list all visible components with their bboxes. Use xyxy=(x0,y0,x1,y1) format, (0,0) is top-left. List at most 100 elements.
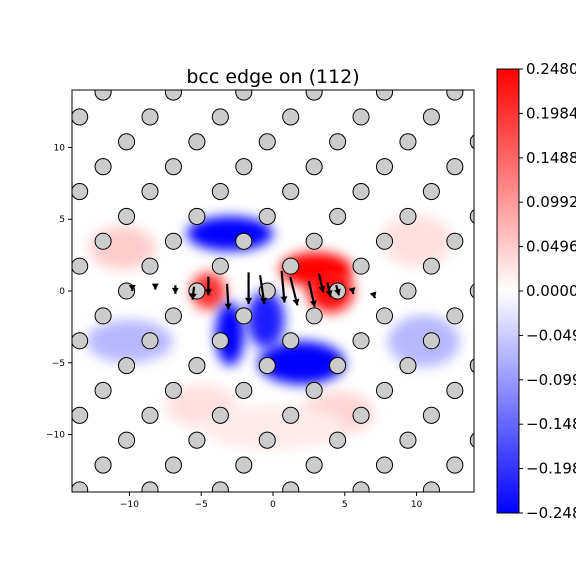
atom xyxy=(400,59,416,75)
atom xyxy=(399,357,417,375)
atom xyxy=(72,257,89,275)
atom xyxy=(469,358,474,373)
atom xyxy=(305,90,323,101)
displacement-arrow xyxy=(369,291,377,299)
displacement-arrow xyxy=(258,275,267,305)
atom xyxy=(282,332,300,350)
atom xyxy=(235,232,253,250)
y-tick-label: 5 xyxy=(59,215,65,225)
atom xyxy=(329,357,347,375)
displacement-arrow xyxy=(204,276,212,296)
atom xyxy=(446,90,464,101)
atom xyxy=(258,357,276,375)
atom xyxy=(164,307,182,325)
colorbar-tick-label: −0.248 xyxy=(526,504,576,522)
colorbar-tick-label: −0.148 xyxy=(526,415,576,433)
atom xyxy=(94,90,112,101)
atom xyxy=(352,481,370,492)
atom xyxy=(446,307,464,325)
atom xyxy=(211,406,229,424)
atom xyxy=(352,108,370,126)
displacement-arrow xyxy=(128,285,136,291)
atom xyxy=(422,257,440,275)
atom xyxy=(422,481,440,492)
atom xyxy=(352,182,370,201)
atom xyxy=(446,381,464,400)
atom xyxy=(422,182,440,201)
atom xyxy=(282,406,300,424)
atom xyxy=(94,232,112,250)
atom xyxy=(118,357,136,375)
displacement-arrow xyxy=(280,270,288,303)
atom xyxy=(141,481,159,492)
atom xyxy=(118,133,136,151)
atom xyxy=(141,406,159,424)
atom xyxy=(141,257,159,275)
atom xyxy=(375,158,394,176)
colorbar-gradient xyxy=(496,68,520,514)
atom xyxy=(211,481,229,492)
colorbar-tick-label: 0.0992 xyxy=(526,193,576,211)
atom xyxy=(188,133,206,151)
atom xyxy=(352,332,370,350)
displacement-arrow xyxy=(151,283,159,290)
plot-area xyxy=(72,59,474,492)
atom xyxy=(399,133,417,151)
atom xyxy=(211,332,229,350)
displacement-arrow xyxy=(317,273,326,293)
atom xyxy=(164,232,182,250)
atom xyxy=(94,381,112,400)
atom xyxy=(282,182,300,201)
atom xyxy=(329,133,347,151)
field-blob xyxy=(247,291,285,349)
atom xyxy=(235,90,253,101)
colorbar-tick-label: 0.1984 xyxy=(526,104,576,122)
atom xyxy=(188,357,206,375)
atom xyxy=(305,381,323,400)
x-tick-label: −5 xyxy=(195,500,208,510)
field-blob xyxy=(380,214,453,267)
colorbar-tick-label: −0.198 xyxy=(526,460,576,478)
colorbar-tick-label: 0.2480 xyxy=(526,60,576,78)
atom xyxy=(375,307,394,325)
atom xyxy=(469,134,474,150)
atom xyxy=(235,381,253,400)
atom xyxy=(164,90,182,101)
x-tick-label: 0 xyxy=(270,500,276,510)
y-tick-label: −10 xyxy=(46,431,65,441)
atom xyxy=(72,406,89,424)
atom xyxy=(422,406,440,424)
atom xyxy=(305,456,323,474)
field-blob xyxy=(258,341,345,385)
displacement-arrow xyxy=(171,285,179,294)
atom xyxy=(329,431,347,449)
atom xyxy=(72,182,89,201)
x-tick-label: 10 xyxy=(411,500,423,510)
atom xyxy=(446,158,464,176)
atom xyxy=(141,108,159,126)
colorbar-tick-label: −0.049 xyxy=(526,326,576,344)
atom xyxy=(305,158,323,176)
atom xyxy=(469,209,474,224)
atom xyxy=(352,257,370,275)
atom xyxy=(141,182,159,201)
atom xyxy=(235,158,253,176)
atom xyxy=(282,257,300,275)
colorbar: 0.2480 0.1984 0.1488 0.0992 0.0496 0.0000 −0.0… xyxy=(496,60,576,522)
atom xyxy=(141,332,159,350)
atom xyxy=(375,232,394,250)
atom xyxy=(258,431,276,449)
atom xyxy=(469,432,474,448)
atom xyxy=(94,456,112,474)
atom xyxy=(422,332,440,350)
y-tick-label: 0 xyxy=(59,287,65,297)
chart-title: bcc edge on (112) xyxy=(186,66,359,88)
x-tick-label: 5 xyxy=(342,500,348,510)
colorbar-tick-label: 0.0496 xyxy=(526,238,576,256)
atom xyxy=(235,456,253,474)
atom xyxy=(188,431,206,449)
displacement-arrow xyxy=(325,282,333,297)
displacement-arrow xyxy=(307,280,317,308)
displacement-arrow xyxy=(224,283,232,310)
